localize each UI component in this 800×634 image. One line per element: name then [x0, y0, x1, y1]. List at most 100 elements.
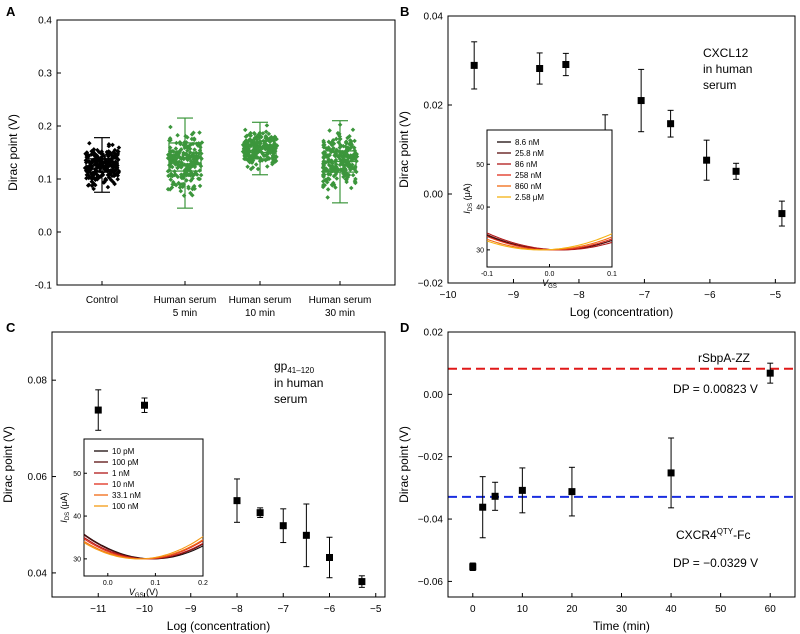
data-point: [110, 159, 116, 165]
x-axis-label: Log (concentration): [167, 619, 270, 633]
ref-value-label: DP = 0.00823 V: [673, 382, 758, 396]
data-point: [84, 150, 90, 155]
data-point: [253, 162, 259, 167]
x-tick-label: −5: [370, 604, 382, 615]
data-point-group: [732, 162, 740, 180]
data-point: [87, 141, 92, 146]
y-tick-label: 0.1: [38, 175, 52, 186]
inset-x-tick-label: -0.1: [481, 271, 493, 278]
data-point: [115, 176, 120, 182]
data-point: [89, 176, 95, 181]
data-point: [352, 138, 357, 144]
data-point: [279, 522, 287, 530]
data-point: [491, 492, 499, 500]
data-point: [233, 497, 241, 505]
data-point: [349, 143, 354, 149]
y-tick-label: 0.2: [38, 122, 52, 133]
data-point-group: [637, 68, 645, 133]
data-point: [197, 130, 202, 135]
panel-letter-d: D: [400, 320, 409, 335]
inset-y-tick-label: 30: [476, 247, 484, 254]
data-point-group: [94, 389, 102, 431]
data-point: [326, 139, 332, 145]
data-point: [256, 509, 264, 517]
data-point: [103, 176, 108, 182]
y-tick-label: −0.04: [418, 515, 444, 526]
annotation-line: gp41–120: [274, 359, 315, 375]
box-group-3: [320, 120, 360, 204]
data-point: [334, 176, 340, 181]
data-point-group: [562, 52, 570, 77]
y-tick-label: 0.4: [38, 16, 52, 27]
y-tick-label: 0.04: [424, 12, 444, 23]
data-point: [105, 172, 111, 178]
data-point: [350, 165, 355, 171]
data-point-group: [536, 52, 544, 85]
inset-frame: [83, 438, 204, 577]
data-point-group: [279, 508, 287, 544]
data-point: [348, 185, 354, 191]
data-point: [333, 153, 338, 159]
data-point: [330, 183, 335, 188]
y-tick-label: 0.02: [424, 328, 444, 339]
data-point: [345, 135, 350, 141]
inset-x-tick-label: 0.1: [607, 271, 617, 278]
data-point: [568, 488, 576, 496]
data-point: [100, 161, 106, 166]
x-tick-label: −7: [278, 604, 290, 615]
data-point: [264, 123, 270, 128]
data-point: [358, 578, 366, 586]
data-point: [326, 553, 333, 561]
data-point-group: [233, 478, 241, 523]
data-point: [91, 149, 96, 155]
data-point: [536, 65, 544, 73]
box-group-2: [240, 121, 280, 176]
data-point: [89, 152, 94, 157]
inset-legend-label: 860 nM: [515, 182, 542, 191]
data-point: [116, 149, 121, 154]
data-point: [116, 145, 122, 150]
y-tick-label: −0.02: [418, 452, 444, 463]
x-axis-label: Time (min): [593, 619, 650, 633]
data-point: [95, 176, 100, 182]
x-tick-label: 60: [765, 604, 777, 615]
box-group-1: [165, 117, 205, 209]
inset-y-label: IDS (μA): [59, 492, 71, 523]
data-point: [86, 182, 92, 188]
data-point-group: [326, 536, 333, 579]
data-point: [112, 147, 118, 153]
data-point-group: [568, 466, 576, 517]
x-tick-label: −10: [440, 290, 457, 301]
data-point: [265, 164, 270, 169]
data-point: [272, 134, 278, 139]
x-tick-label: 5 min: [173, 308, 197, 319]
annotation-line: serum: [274, 392, 307, 406]
data-point: [95, 153, 100, 159]
data-point: [91, 186, 96, 192]
plot-frame: [51, 331, 386, 598]
y-tick-label: 0.08: [28, 376, 48, 387]
data-point: [104, 149, 110, 155]
y-axis-label: Dirac point (V): [397, 426, 411, 503]
data-point: [112, 153, 118, 159]
data-point: [340, 154, 345, 160]
inset-x-tick-label: 0.0: [545, 271, 555, 278]
ref-name: rSbpA-ZZ: [698, 351, 750, 365]
ref-name: CXCR4QTY-Fc: [676, 527, 750, 542]
data-point: [96, 149, 102, 155]
data-point: [302, 531, 310, 539]
inset-y-tick-label: 40: [476, 205, 484, 212]
data-point: [329, 142, 335, 148]
inset-y-tick-label: 50: [73, 471, 81, 478]
data-point: [325, 187, 331, 192]
y-tick-label: 0.0: [38, 228, 52, 239]
x-tick-label: −11: [90, 604, 107, 615]
data-point: [348, 153, 353, 158]
data-point: [255, 166, 261, 172]
data-point: [110, 142, 115, 148]
data-point-group: [479, 476, 487, 539]
data-point: [94, 406, 102, 414]
inset-x-tick-label: 0.0: [103, 580, 113, 587]
data-point: [198, 172, 204, 178]
data-point: [325, 195, 330, 200]
